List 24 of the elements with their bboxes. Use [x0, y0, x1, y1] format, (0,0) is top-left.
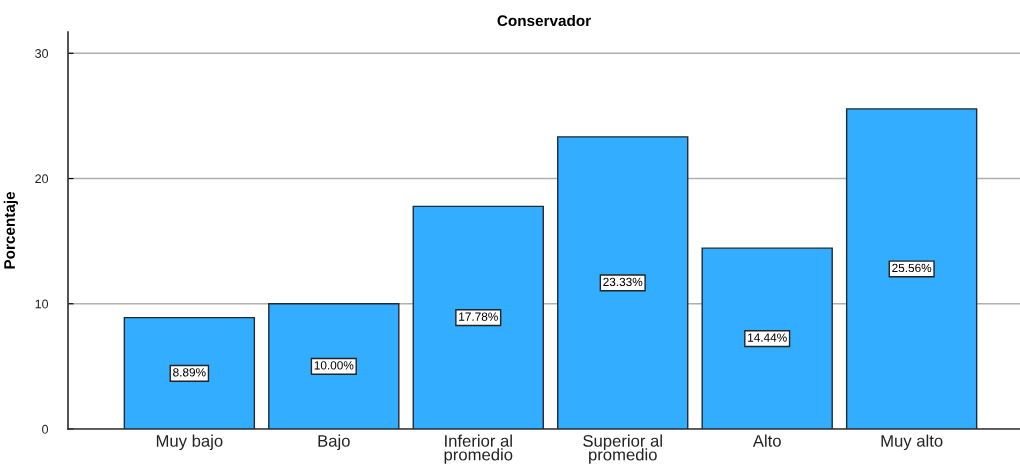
y-tick-label: 30	[35, 49, 49, 58]
y-tick-label: 20	[35, 174, 49, 184]
x-tick-label: Muy bajo	[156, 434, 223, 451]
bar	[412, 205, 544, 429]
x-tick-label: Alto	[752, 434, 781, 447]
bar	[557, 136, 689, 429]
data-label: 23.33%	[603, 277, 643, 287]
data-label: 25.56%	[892, 263, 932, 273]
bar	[268, 303, 400, 429]
x-tick-label: Inferior al promedio	[444, 434, 513, 464]
bar	[701, 247, 833, 429]
chart-title: Conservador	[497, 14, 591, 27]
y-tick-label: 0	[42, 424, 49, 434]
data-label: 8.89%	[173, 368, 206, 377]
data-label: 17.78%	[459, 312, 498, 321]
bar	[845, 108, 978, 429]
y-axis-title: Porcentaje	[3, 191, 18, 269]
data-label: 14.44%	[748, 333, 787, 342]
y-tick-label: 10	[35, 299, 49, 309]
x-tick-label: Muy alto	[881, 434, 943, 451]
bar	[123, 316, 256, 429]
x-tick-label: Bajo	[318, 434, 350, 451]
data-label: 10.00%	[314, 361, 354, 370]
x-tick-label: Superior al promedio	[583, 434, 662, 464]
